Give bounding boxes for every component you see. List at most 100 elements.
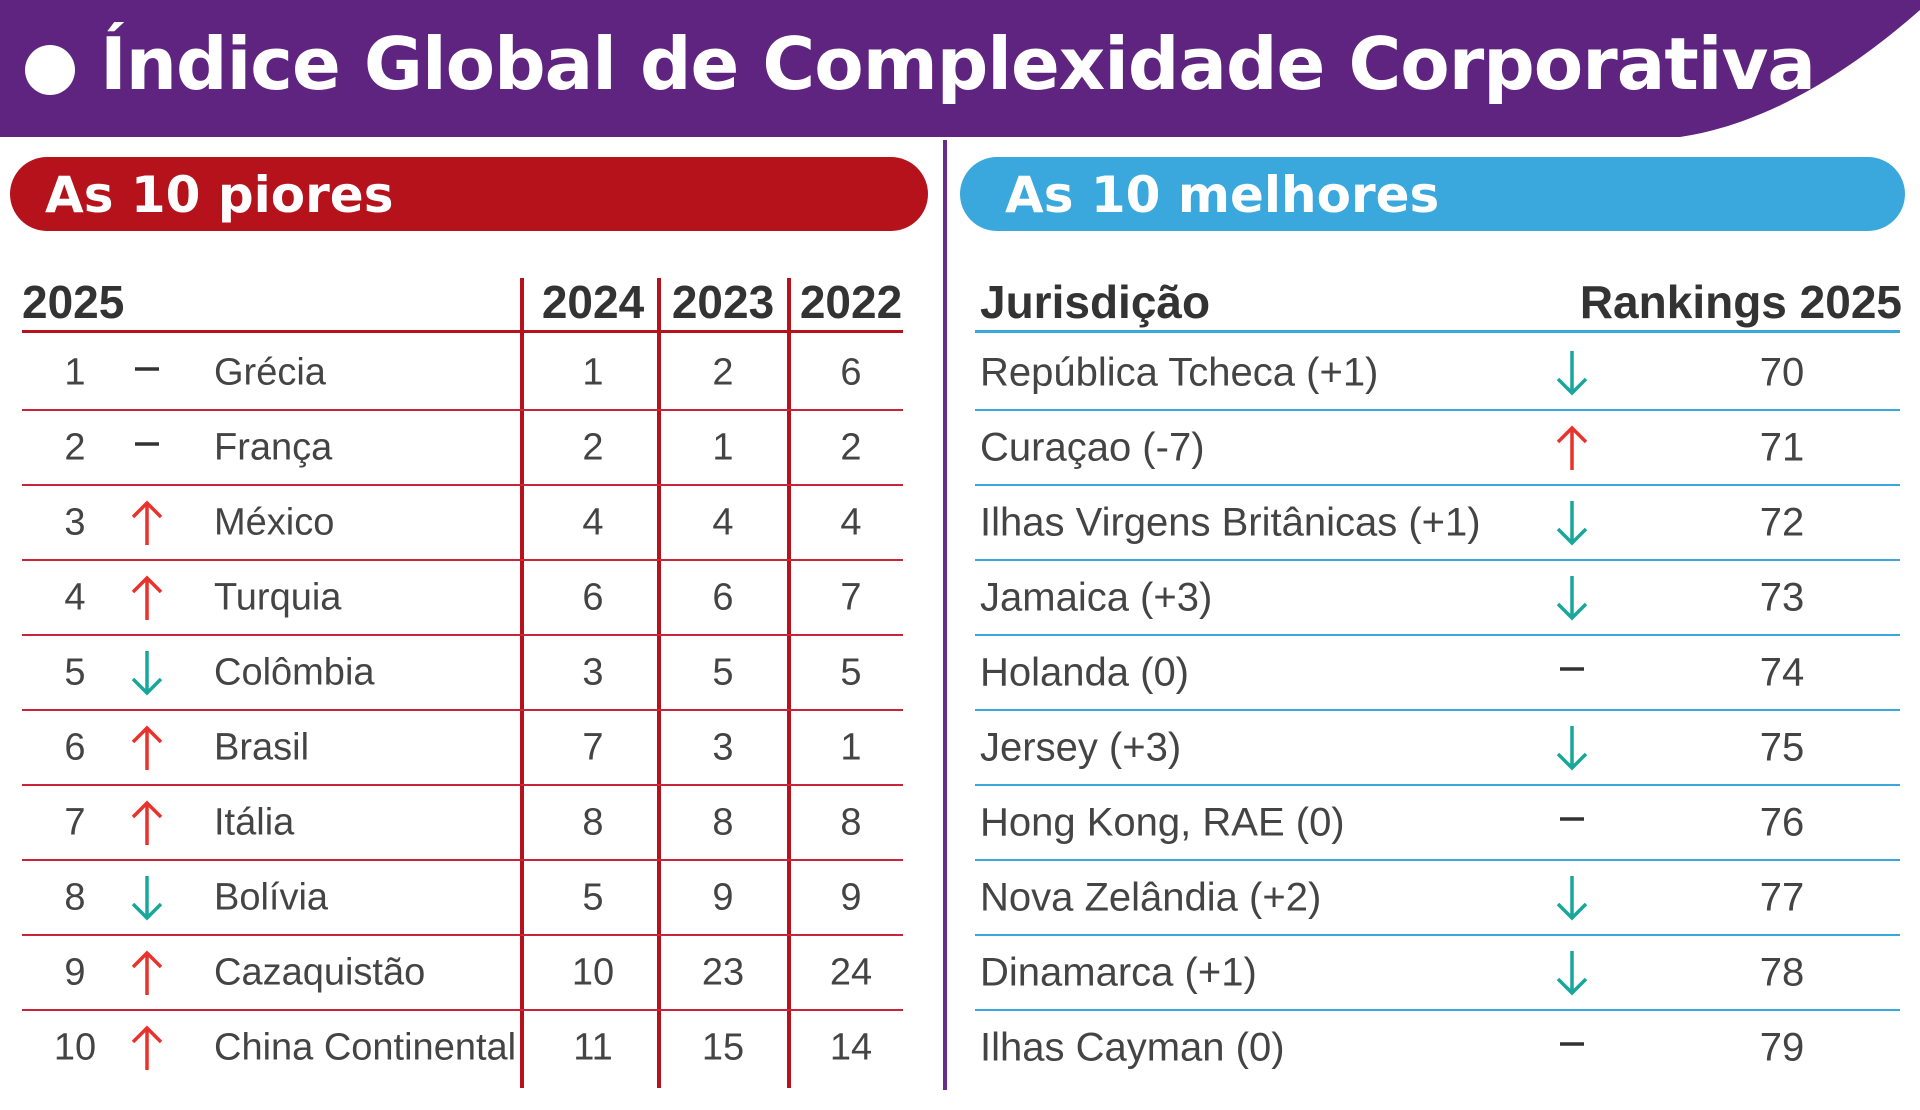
worst-pill: [10, 157, 928, 231]
value: 2: [712, 351, 734, 393]
rank: 10: [53, 1026, 97, 1068]
header-band: [0, 0, 1920, 137]
row-rule: [22, 934, 903, 936]
trend-icon: [1560, 666, 1584, 671]
value: 5: [582, 876, 604, 918]
header-rule: [975, 330, 1900, 333]
rank: 7: [64, 801, 86, 843]
trend-icon: [1556, 875, 1588, 920]
row-rule: [975, 934, 1900, 936]
country: Turquia: [214, 576, 342, 618]
value: 11: [573, 1026, 613, 1068]
value: 10: [571, 951, 615, 993]
country: França: [214, 426, 333, 468]
rank: 3: [64, 501, 86, 543]
trend-icon: [1556, 575, 1588, 620]
ranking: 73: [1759, 575, 1805, 619]
rank: 6: [64, 726, 86, 768]
worst-title: As 10 piores: [45, 166, 394, 224]
value: 1: [582, 351, 604, 393]
row-rule: [975, 784, 1900, 786]
value: 8: [712, 801, 734, 843]
country: Colômbia: [214, 651, 375, 693]
trend-icon: [135, 441, 159, 446]
value: 3: [712, 726, 734, 768]
row-rule: [22, 409, 903, 411]
row-rule: [22, 559, 903, 561]
column-rule: [520, 278, 524, 1088]
row-rule: [22, 634, 903, 636]
column-rule: [787, 278, 791, 1088]
value: 2: [840, 426, 862, 468]
jurisdiction: Ilhas Cayman (0): [980, 1025, 1285, 1069]
value: 1: [840, 726, 862, 768]
column-header: 2022: [799, 276, 903, 328]
trend-icon: [131, 875, 163, 920]
value: 4: [840, 501, 862, 543]
header-rule: [22, 330, 903, 333]
row-rule: [975, 634, 1900, 636]
ranking: 77: [1759, 875, 1805, 919]
trend-icon: [131, 650, 163, 695]
ranking: 70: [1759, 350, 1805, 394]
column-header: 2025: [22, 276, 125, 328]
value: 8: [840, 801, 862, 843]
trend-icon: [135, 366, 159, 371]
title: Índice Global de Complexidade Corporativ…: [100, 22, 1816, 106]
trend-icon: [1560, 1041, 1584, 1046]
country: Cazaquistão: [214, 951, 426, 993]
jurisdiction: Ilhas Virgens Britânicas (+1): [980, 500, 1481, 544]
best-title: As 10 melhores: [1005, 166, 1440, 224]
rank: 1: [64, 351, 86, 393]
value: 5: [712, 651, 734, 693]
rank: 5: [64, 651, 86, 693]
trend-icon: [131, 725, 163, 770]
value: 6: [582, 576, 604, 618]
value: 14: [829, 1026, 873, 1068]
trend-icon: [131, 575, 163, 620]
row-rule: [975, 709, 1900, 711]
country: México: [214, 501, 335, 543]
value: 1: [712, 426, 734, 468]
row-rule: [975, 484, 1900, 486]
column-header: 2024: [541, 276, 645, 328]
trend-icon: [1556, 950, 1588, 995]
jurisdiction: Jersey (+3): [980, 725, 1182, 769]
country: Bolívia: [214, 876, 329, 918]
rank: 8: [64, 876, 86, 918]
trend-icon: [131, 500, 163, 545]
ranking: 71: [1759, 425, 1805, 469]
jurisdiction: Jamaica (+3): [980, 575, 1213, 619]
value: 24: [829, 951, 873, 993]
trend-icon: [1556, 725, 1588, 770]
row-rule: [975, 1009, 1900, 1011]
ranking: 79: [1759, 1025, 1805, 1069]
best-pill: [960, 157, 1905, 231]
column-rule: [657, 278, 661, 1088]
column-header: Rankings 2025: [1579, 276, 1902, 328]
value: 4: [582, 501, 604, 543]
value: 3: [582, 651, 604, 693]
column-header: 2023: [671, 276, 775, 328]
value: 23: [701, 951, 745, 993]
rank: 9: [64, 951, 86, 993]
value: 9: [712, 876, 734, 918]
country: China Continental: [214, 1026, 517, 1068]
trend-icon: [131, 1025, 163, 1070]
value: 5: [840, 651, 862, 693]
row-rule: [22, 859, 903, 861]
row-rule: [22, 1009, 903, 1011]
country: Grécia: [214, 351, 326, 393]
rank: 2: [64, 426, 86, 468]
jurisdiction: República Tcheca (+1): [980, 350, 1379, 394]
trend-icon: [1560, 816, 1584, 821]
column-header: Jurisdição: [980, 276, 1211, 328]
jurisdiction: Nova Zelândia (+2): [980, 875, 1322, 919]
value: 7: [840, 576, 862, 618]
value: 8: [582, 801, 604, 843]
ranking: 75: [1759, 725, 1805, 769]
row-rule: [975, 859, 1900, 861]
trend-icon: [1556, 425, 1588, 470]
ranking: 74: [1759, 650, 1805, 694]
